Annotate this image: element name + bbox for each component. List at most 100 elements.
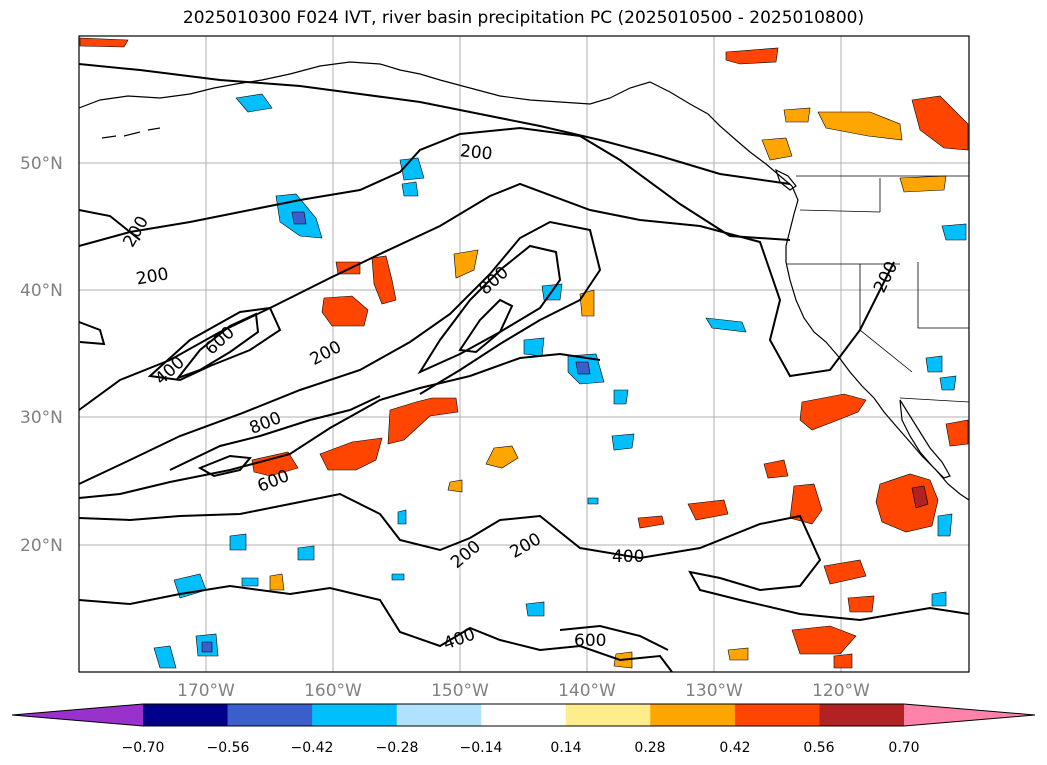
ivt-contour-200 xyxy=(78,584,673,673)
ivt-contours xyxy=(78,63,970,673)
precip-blob xyxy=(523,337,545,357)
precip-blob xyxy=(291,211,307,225)
colorbar-segment xyxy=(143,704,229,726)
colorbar-segment xyxy=(312,704,398,726)
precip-blob xyxy=(727,647,749,661)
precip-blob xyxy=(761,137,793,161)
ivt-contour-400 xyxy=(78,220,602,485)
precip-blob xyxy=(789,483,823,525)
precip-blob xyxy=(321,295,369,327)
precip-blob xyxy=(453,249,479,279)
precip-blob xyxy=(485,445,519,469)
ivt-contour-200 xyxy=(78,209,141,241)
precip-blob xyxy=(579,289,595,317)
precip-blob xyxy=(575,361,591,375)
precip-blob xyxy=(251,451,299,477)
precip-blob xyxy=(611,433,635,451)
precip-blob xyxy=(783,107,811,123)
colorbar-tick-label: 0.42 xyxy=(719,740,750,756)
state-boundary xyxy=(799,209,881,213)
ivt-label: 200 xyxy=(459,141,493,164)
colorbar-segment xyxy=(396,704,482,726)
baja-california xyxy=(899,399,951,479)
ivt-contour-200 xyxy=(78,492,970,622)
colorbar-tick-label: −0.42 xyxy=(291,740,334,756)
colorbar-tick-label: −0.28 xyxy=(376,740,419,756)
ivt-contour-400 xyxy=(147,306,282,382)
precip-blob xyxy=(241,577,259,587)
colorbar-tick-label: 0.70 xyxy=(888,740,919,756)
precip-blob xyxy=(911,485,929,509)
precip-blob xyxy=(687,499,729,521)
colorbar-tick-label: 0.28 xyxy=(634,740,665,756)
ivt-contour-200 xyxy=(78,321,106,346)
precip-negative-anomalies xyxy=(153,93,967,669)
precip-blob xyxy=(763,459,789,479)
ivt-contour-800 xyxy=(458,298,514,354)
aleutian-islands xyxy=(101,127,161,139)
precip-blob xyxy=(335,261,361,275)
lon-label-160w: 160°W xyxy=(304,681,362,701)
precip-blob xyxy=(319,437,383,471)
precip-blob xyxy=(297,545,315,561)
precip-blob xyxy=(791,625,857,655)
colorbar-extend-min xyxy=(12,704,143,726)
precip-blob xyxy=(391,573,405,581)
precip-blob xyxy=(937,513,953,537)
precip-blob xyxy=(823,559,867,585)
colorbar-tick-label: 0.56 xyxy=(803,740,834,756)
lon-label-150w: 150°W xyxy=(431,681,489,701)
map-title: 2025010300 F024 IVT, river basin precipi… xyxy=(182,8,865,28)
precip-blob xyxy=(833,653,853,669)
ivt-contour-600 xyxy=(169,395,381,471)
lon-label-130w: 130°W xyxy=(685,681,743,701)
ivt-contour-600 xyxy=(417,244,562,375)
lat-label-40n: 40°N xyxy=(20,281,63,301)
ivt-contour-400 xyxy=(559,624,669,651)
precip-blob xyxy=(899,175,947,193)
precip-blob xyxy=(397,509,407,525)
ivt-contour-800 xyxy=(197,454,252,478)
colorbar-segment xyxy=(734,704,820,726)
colorbar-tick-labels: −0.70 −0.56 −0.42 −0.28 −0.14 0.14 0.28 … xyxy=(122,740,920,756)
colorbar-segment xyxy=(565,704,651,726)
precip-blob xyxy=(945,419,969,447)
colorbar-tick-label: 0.14 xyxy=(550,740,581,756)
colorbar-tick-label: −0.70 xyxy=(122,740,165,756)
colorbar-tick-label: −0.56 xyxy=(207,740,250,756)
us-mexico-border xyxy=(899,397,970,403)
precip-blob xyxy=(931,591,947,607)
precip-blob xyxy=(799,393,867,431)
latitude-labels: 50°N 40°N 30°N 20°N xyxy=(20,154,63,556)
precip-blob xyxy=(911,95,969,151)
colorbar-tick-label: −0.14 xyxy=(460,740,503,756)
precip-blob xyxy=(587,497,599,505)
precip-blob xyxy=(401,181,419,197)
lat-label-20n: 20°N xyxy=(20,536,63,556)
ivt-contour-600 xyxy=(175,312,260,381)
lat-label-50n: 50°N xyxy=(20,154,63,174)
precip-blob xyxy=(447,479,463,493)
precip-blob xyxy=(153,645,177,669)
precip-blob xyxy=(875,473,939,533)
precip-blob xyxy=(637,515,665,529)
vancouver-island xyxy=(774,168,797,191)
precip-blob xyxy=(925,355,943,373)
colorbar-segment xyxy=(227,704,313,726)
map-border xyxy=(78,35,970,673)
longitude-labels: 170°W 160°W 150°W 140°W 130°W 120°W xyxy=(177,681,870,701)
precip-blob xyxy=(725,47,779,65)
lon-label-170w: 170°W xyxy=(177,681,235,701)
lat-label-30n: 30°N xyxy=(20,408,63,428)
precip-blob xyxy=(235,93,273,113)
precip-blob xyxy=(525,601,545,617)
precip-blob xyxy=(79,37,129,48)
state-boundary xyxy=(917,262,969,329)
lon-label-140w: 140°W xyxy=(558,681,616,701)
precip-blob xyxy=(847,595,875,613)
precip-blob xyxy=(201,641,213,653)
ivt-contour-200 xyxy=(78,352,601,499)
lon-label-120w: 120°W xyxy=(812,681,870,701)
precip-blob xyxy=(371,255,397,305)
